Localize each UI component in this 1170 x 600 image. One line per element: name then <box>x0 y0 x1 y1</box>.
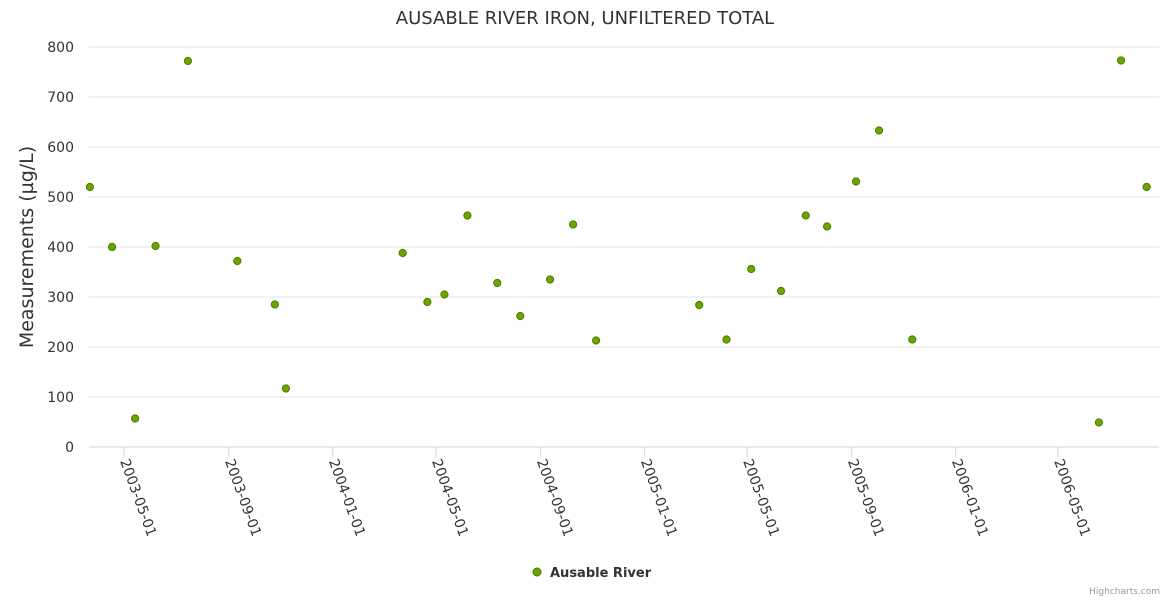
data-point[interactable] <box>801 211 810 220</box>
data-point[interactable] <box>151 241 160 251</box>
data-point[interactable] <box>908 335 917 344</box>
y-tick-label: 600 <box>47 140 74 156</box>
y-tick-label: 0 <box>65 440 74 456</box>
x-tick-label: 2005-09-01 <box>844 457 887 539</box>
data-point[interactable] <box>851 177 861 186</box>
data-point[interactable] <box>107 242 117 252</box>
data-point[interactable] <box>592 336 601 345</box>
y-axis-ticks: 0 100 200 300 400 500 600 700 800 <box>47 40 74 456</box>
data-point[interactable] <box>1116 56 1126 65</box>
data-point[interactable] <box>463 211 472 220</box>
data-point[interactable] <box>722 335 731 344</box>
y-tick-label: 200 <box>47 340 74 356</box>
chart-title: AUSABLE RIVER IRON, UNFILTERED TOTAL <box>396 8 774 29</box>
legend[interactable]: Ausable River <box>532 566 652 581</box>
data-point[interactable] <box>747 264 756 274</box>
data-point[interactable] <box>1094 418 1104 427</box>
data-point[interactable] <box>822 222 832 231</box>
data-point[interactable] <box>423 297 432 307</box>
y-tick-label: 800 <box>47 40 74 56</box>
y-axis-label: Measurements (µg/L) <box>16 146 38 348</box>
gridlines <box>89 46 1159 398</box>
x-tick-label: 2006-01-01 <box>948 457 991 539</box>
x-tick-label: 2004-05-01 <box>428 457 471 539</box>
data-point[interactable] <box>1142 182 1151 192</box>
data-point[interactable] <box>270 300 279 309</box>
x-tick-label: 2004-01-01 <box>325 457 368 539</box>
y-tick-label: 100 <box>47 390 74 406</box>
data-point[interactable] <box>440 290 449 299</box>
x-axis-ticks: 2003-05-01 2003-09-01 2004-01-01 2004-05-01… <box>116 447 1093 539</box>
data-point[interactable] <box>545 275 555 284</box>
x-tick-label: 2005-05-01 <box>739 457 782 539</box>
y-tick-label: 300 <box>47 290 74 306</box>
data-point[interactable] <box>874 126 884 135</box>
legend-marker <box>532 567 542 577</box>
x-tick-label: 2003-05-01 <box>116 457 159 539</box>
data-point[interactable] <box>130 414 140 423</box>
data-point[interactable] <box>183 56 193 66</box>
data-point[interactable] <box>233 256 242 266</box>
series-ausable-river[interactable] <box>85 56 1151 427</box>
y-tick-label: 400 <box>47 240 74 256</box>
data-point[interactable] <box>516 311 525 321</box>
y-tick-label: 500 <box>47 190 74 206</box>
data-point[interactable] <box>569 220 578 229</box>
credits[interactable]: Highcharts.com <box>1089 587 1160 597</box>
x-tick-label: 2003-09-01 <box>221 457 264 539</box>
y-tick-label: 700 <box>47 90 74 106</box>
data-point[interactable] <box>85 182 95 192</box>
legend-item-ausable-river[interactable]: Ausable River <box>550 566 652 581</box>
x-tick-label: 2004-09-01 <box>533 457 576 539</box>
x-tick-label: 2005-01-01 <box>637 457 680 539</box>
data-point[interactable] <box>493 278 502 288</box>
data-point[interactable] <box>776 286 786 296</box>
data-point[interactable] <box>281 384 291 393</box>
data-point[interactable] <box>398 248 407 258</box>
data-point[interactable] <box>695 300 704 310</box>
x-tick-label: 2006-05-01 <box>1050 457 1093 539</box>
